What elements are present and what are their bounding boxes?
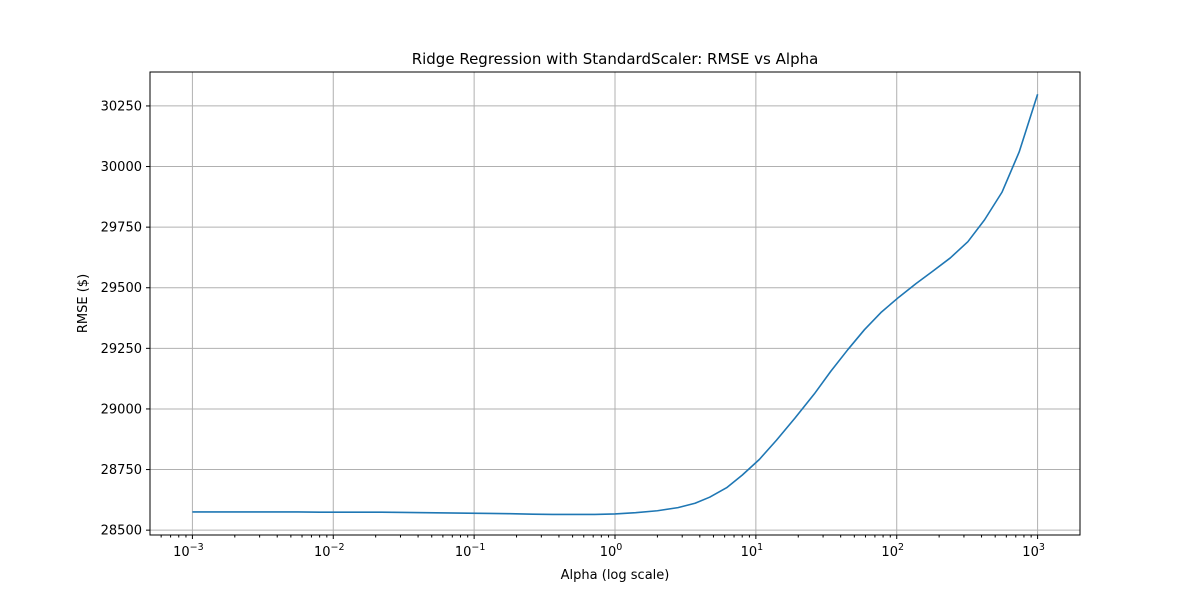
x-tick-label: 10−2 — [314, 542, 345, 560]
y-tick-label: 30250 — [101, 99, 142, 114]
x-tick-label: 100 — [600, 542, 623, 560]
x-tick-label: 10−3 — [173, 542, 204, 560]
grid-lines — [150, 72, 1080, 535]
y-tick-label: 30000 — [101, 160, 142, 175]
x-tick-label: 101 — [741, 542, 764, 560]
y-tick-label: 28500 — [101, 524, 142, 539]
y-tick-label: 28750 — [101, 463, 142, 478]
x-axis-label: Alpha (log scale) — [561, 568, 670, 583]
x-axis-ticks: 10−3 10−2 10−1 100 101 102 103 — [160, 535, 1045, 560]
y-tick-label: 29500 — [101, 281, 142, 296]
x-tick-label: 102 — [881, 542, 904, 560]
y-axis-label: RMSE ($) — [76, 274, 91, 333]
x-tick-label: 103 — [1022, 542, 1045, 560]
y-tick-label: 29250 — [101, 342, 142, 357]
series-layer — [192, 94, 1039, 516]
y-axis-ticks: 28500 28750 29000 29250 29500 29750 30000 30250 — [101, 99, 150, 539]
chart-title: Ridge Regression with StandardScaler: RM… — [412, 50, 819, 68]
x-tick-label: 10−1 — [455, 542, 486, 560]
y-tick-label: 29000 — [101, 402, 142, 417]
y-tick-label: 29750 — [101, 221, 142, 236]
